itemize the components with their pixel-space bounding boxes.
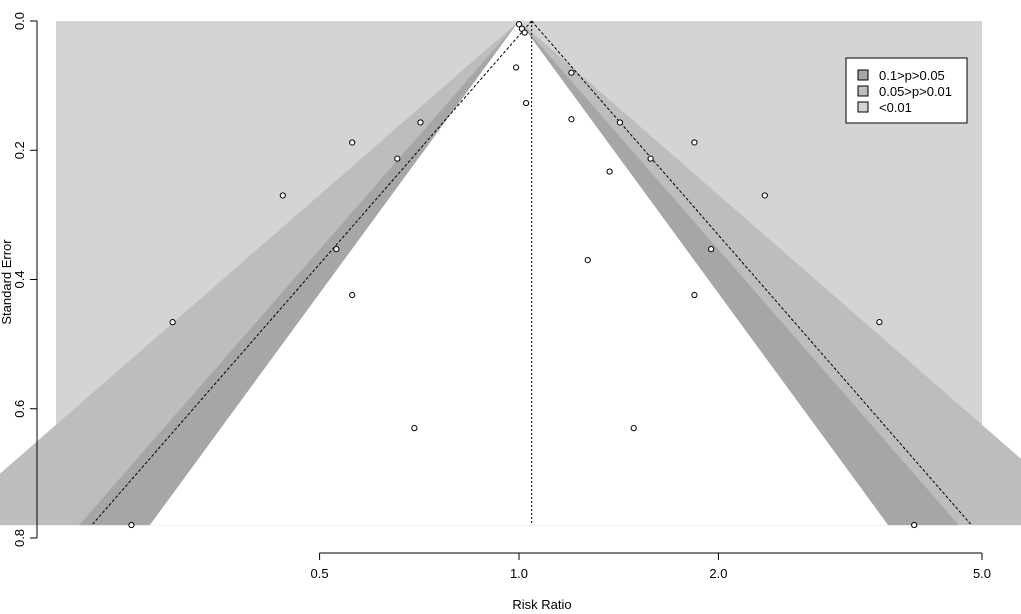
legend-label-p005: 0.05>p>0.01 xyxy=(879,84,952,99)
study-point xyxy=(169,319,176,326)
legend-swatch-p010 xyxy=(857,69,869,81)
legend: 0.1>p>0.05 0.05>p>0.01 <0.01 xyxy=(845,57,968,124)
study-point xyxy=(523,99,530,107)
study-point xyxy=(691,291,698,299)
study-point xyxy=(333,246,340,253)
study-point xyxy=(513,64,520,71)
x-axis-title: Risk Ratio xyxy=(512,597,571,612)
study-point xyxy=(911,521,918,529)
y-tick-label: 0.8 xyxy=(12,529,27,547)
ci-line-left xyxy=(92,20,533,525)
y-tick-label: 0.6 xyxy=(12,400,27,418)
study-point xyxy=(708,246,715,253)
study-point xyxy=(521,29,528,36)
x-tick-label: 0.5 xyxy=(311,566,329,581)
study-point xyxy=(761,192,768,199)
x-tick-label: 5.0 xyxy=(973,566,991,581)
study-point xyxy=(630,425,637,432)
legend-label-p001: <0.01 xyxy=(879,100,912,115)
study-point xyxy=(691,139,698,146)
study-point xyxy=(584,257,591,264)
y-tick-label: 0.2 xyxy=(12,141,27,159)
study-point xyxy=(568,116,575,123)
study-point xyxy=(349,291,356,299)
region-p-above-010 xyxy=(149,21,889,526)
axes xyxy=(30,20,983,560)
legend-label-p010: 0.1>p>0.05 xyxy=(879,68,945,83)
y-axis-title: Standard Error xyxy=(0,239,14,325)
tick-labels: 0.5 1.0 2.0 5.0 0.0 0.2 0.4 0.6 0.8 xyxy=(12,12,991,581)
study-point xyxy=(411,425,418,432)
x-tick-label: 2.0 xyxy=(709,566,727,581)
study-point xyxy=(515,21,523,28)
legend-swatch-p005 xyxy=(857,85,869,97)
x-tick-label: 1.0 xyxy=(510,566,528,581)
study-point xyxy=(394,155,401,162)
ci-line-right xyxy=(531,20,971,525)
study-point xyxy=(279,192,286,199)
legend-swatch-p001 xyxy=(857,101,869,113)
study-point xyxy=(876,319,883,326)
significance-contour-regions xyxy=(0,21,1021,526)
study-point xyxy=(616,119,623,126)
study-point xyxy=(349,139,356,146)
reference-lines xyxy=(92,20,971,526)
study-point xyxy=(647,155,654,162)
study-point xyxy=(606,168,613,175)
study-point xyxy=(417,119,424,126)
study-points xyxy=(128,21,918,529)
y-tick-label: 0.0 xyxy=(12,12,27,30)
study-point xyxy=(568,69,575,76)
study-point xyxy=(128,521,135,529)
y-tick-label: 0.4 xyxy=(12,270,27,288)
